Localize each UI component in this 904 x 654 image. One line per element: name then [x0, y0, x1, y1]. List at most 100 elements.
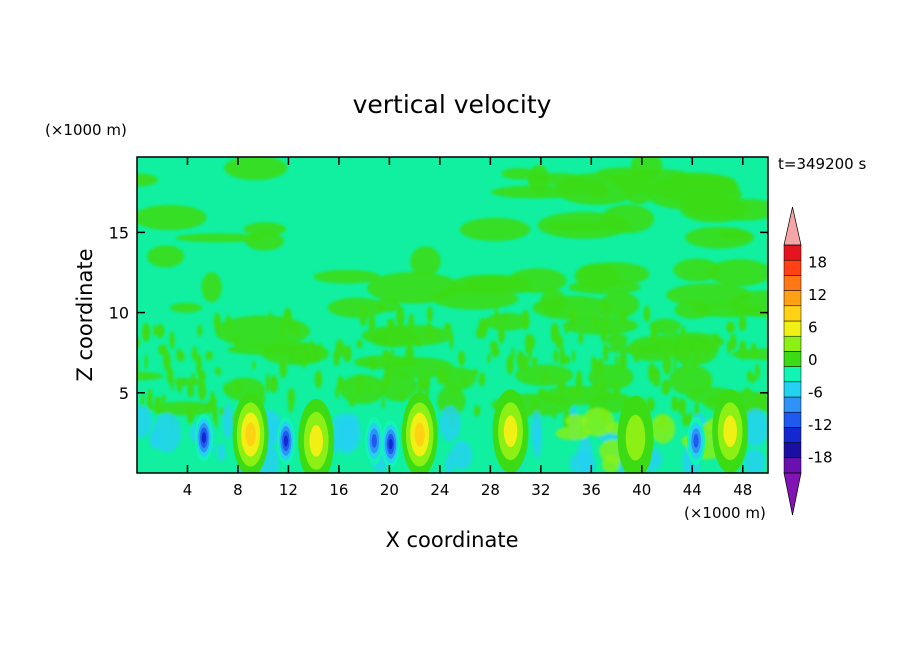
field-blotch [557, 179, 591, 193]
field-patch [439, 405, 461, 442]
field-streak [405, 344, 414, 366]
field-streak [283, 308, 292, 326]
colorbar-tick-label: -12 [808, 416, 833, 434]
field-blotch [327, 297, 386, 318]
field-streak [619, 308, 627, 326]
field-streak [694, 339, 703, 360]
time-label: t=349200 s [778, 155, 866, 173]
y-axis: 5 10 15 [109, 223, 768, 403]
field-streak [551, 408, 556, 419]
field-streak [528, 340, 532, 362]
field-streak [198, 370, 206, 383]
field-blotch [568, 280, 641, 295]
field-streak [755, 363, 760, 380]
field-blotch [459, 217, 531, 241]
field-blotch [440, 367, 476, 390]
field-streak [632, 343, 640, 363]
field-streak [490, 340, 499, 352]
field-streak [423, 372, 431, 391]
field-streak [318, 342, 323, 359]
field-streak [681, 413, 690, 427]
field-streak [288, 400, 294, 413]
field-blotch [151, 401, 219, 416]
colorbar: 18 12 6 0 -6 -12 -18 [783, 206, 833, 516]
x-tick-label: 40 [632, 481, 651, 499]
field-streak [665, 345, 669, 355]
field-streak [597, 358, 604, 376]
field-streak [205, 351, 214, 361]
field-streak [356, 339, 363, 349]
field-streak [598, 378, 607, 398]
field-streak [525, 333, 530, 355]
field-streak [268, 311, 273, 324]
convective-cells [194, 389, 749, 473]
field-streak [367, 385, 373, 394]
field-streak [387, 330, 393, 347]
field-patch [532, 420, 542, 458]
field-streak [335, 339, 345, 358]
field-streak [569, 386, 577, 400]
field-streak [426, 306, 433, 323]
field-blotch [501, 168, 537, 180]
field-streak [478, 372, 486, 387]
field-blotch [170, 302, 202, 313]
field-streak [382, 349, 391, 363]
plot-area [137, 157, 768, 473]
field-streak [602, 343, 609, 363]
field-streak [661, 379, 671, 395]
field-streak [215, 367, 222, 376]
field-blotch [369, 329, 417, 348]
field-streak [572, 350, 576, 363]
field-streak [578, 332, 584, 345]
x-unit-label: (×1000 m) [684, 504, 766, 522]
x-tick-label: 4 [183, 481, 193, 499]
field-streak [368, 314, 376, 332]
field-streak [449, 330, 454, 350]
field-streak [290, 322, 299, 335]
downdraft-cell [693, 434, 699, 448]
field-streak [564, 322, 569, 334]
field-streak [359, 305, 367, 327]
field-streak [280, 320, 286, 342]
field-streak [169, 331, 175, 350]
field-streak [269, 375, 278, 394]
x-tick-label: 8 [233, 481, 243, 499]
colorbar-under-arrow [783, 472, 802, 516]
field-streak [209, 391, 216, 409]
y-axis-label: Z coordinate [73, 248, 97, 381]
field-streak [742, 387, 752, 397]
field-patch [137, 405, 153, 438]
field-streak [225, 314, 231, 332]
colorbar-segment [783, 259, 802, 276]
downdraft-cell [283, 435, 288, 447]
field-streak [144, 354, 148, 370]
x-tick-label: 32 [531, 481, 550, 499]
field-streak [158, 344, 168, 356]
colorbar-tick-label: 18 [808, 253, 827, 271]
field-streak [671, 395, 679, 412]
field-blotch [387, 326, 409, 335]
field-streak [415, 335, 423, 348]
field-patch [451, 440, 473, 470]
field-streak [758, 391, 767, 402]
field-blotch [245, 231, 284, 251]
field-streak [234, 379, 242, 394]
field-streak [521, 309, 530, 331]
field-streak [557, 377, 566, 396]
field-streak [343, 345, 352, 363]
field-streak [754, 391, 760, 413]
field-streak [730, 333, 737, 351]
field-streak [206, 401, 212, 410]
field-streak [383, 368, 392, 388]
field-blotch [137, 371, 163, 381]
x-tick-label: 44 [683, 481, 702, 499]
field-streak [473, 405, 481, 417]
y-tick-label: 15 [109, 223, 129, 242]
colorbar-tick-label: -18 [808, 449, 833, 467]
field-blotch [681, 192, 728, 217]
field-patch [336, 419, 357, 455]
field-blotch [431, 287, 519, 310]
field-streak [673, 358, 677, 371]
field-streak [295, 348, 301, 364]
